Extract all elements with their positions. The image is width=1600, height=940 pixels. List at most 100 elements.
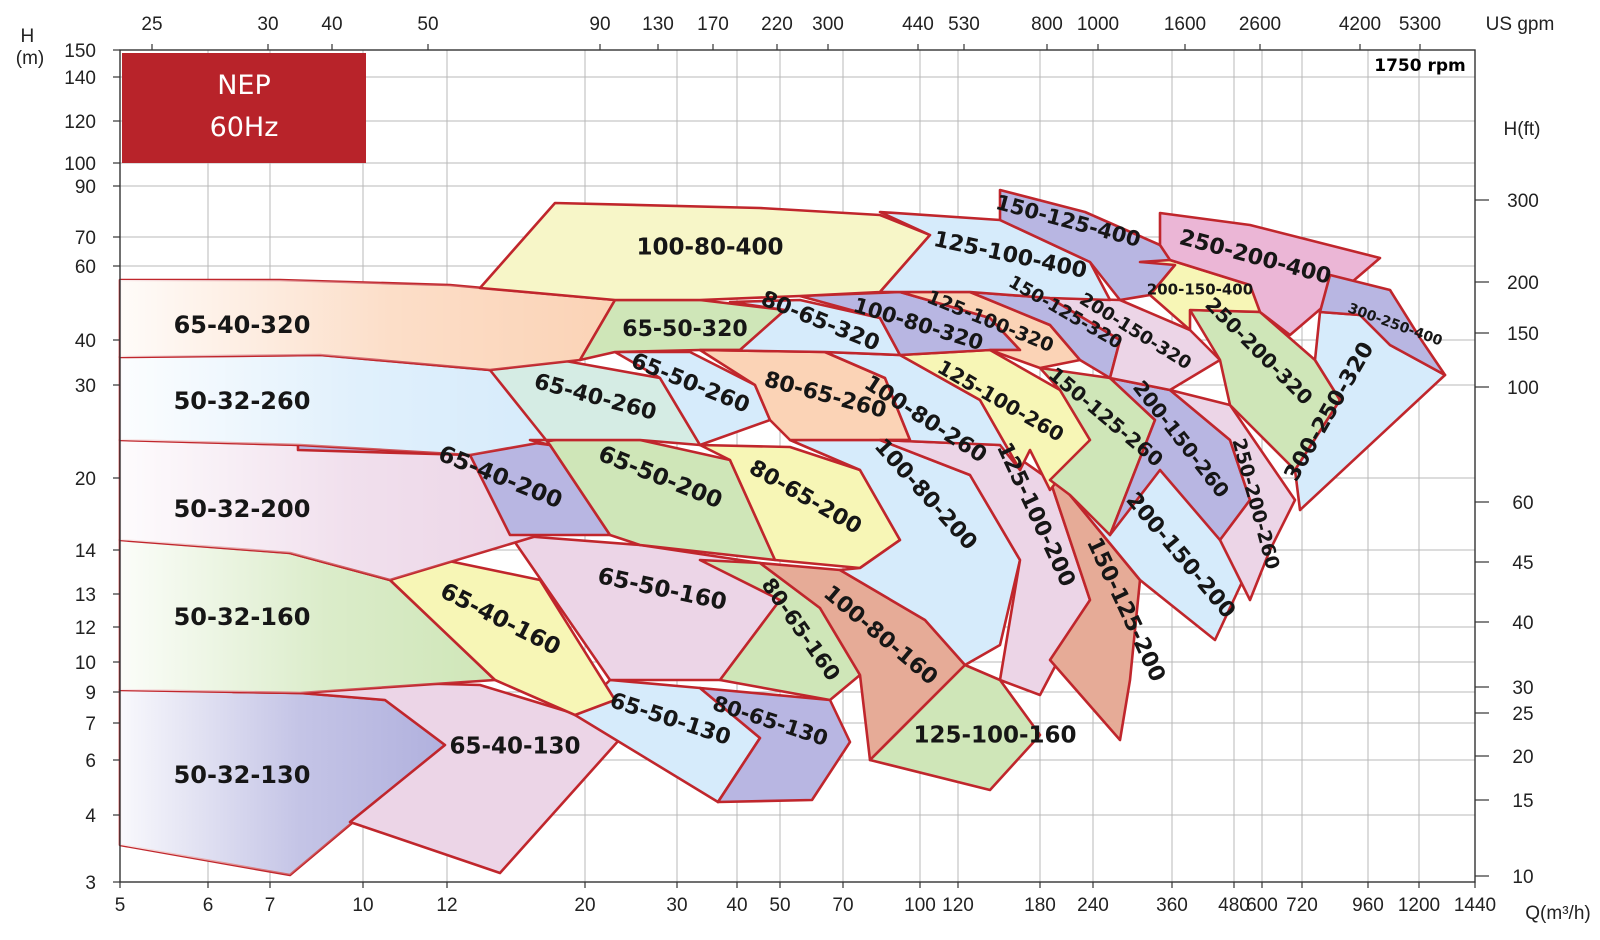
x-tick-label-top: 2600 xyxy=(1239,14,1281,35)
x-tick-label-bottom: 600 xyxy=(1246,895,1278,916)
x-tick-label-top: 4200 xyxy=(1339,14,1381,35)
x-tick-label-top: 300 xyxy=(812,14,844,35)
y-tick-label-left: 7 xyxy=(85,714,96,735)
brand-badge xyxy=(122,53,366,163)
region-label-125-100-160: 125-100-160 xyxy=(913,723,1076,749)
x-tick-label-bottom: 50 xyxy=(769,895,790,916)
region-fade-50-32-200 xyxy=(120,440,540,580)
region-label-65-50-320: 65-50-320 xyxy=(622,317,747,342)
x-tick-label-top: 5300 xyxy=(1399,14,1441,35)
x-tick-label-top: 30 xyxy=(257,14,278,35)
region-250-200-260 xyxy=(1168,388,1297,602)
y-tick-label-left: 6 xyxy=(85,751,96,772)
pump-regions xyxy=(118,188,1447,877)
region-80-65-320 xyxy=(698,298,902,357)
x-tick-label-top: 170 xyxy=(697,14,729,35)
x-tick-label-top: 50 xyxy=(417,14,438,35)
x-tick-label-bottom: 20 xyxy=(574,895,595,916)
y-tick-label-right: 150 xyxy=(1507,324,1539,345)
region-fade-50-32-160 xyxy=(120,540,495,693)
y-tick-label-left: 4 xyxy=(85,806,96,827)
y-tick-label-left: 3 xyxy=(85,873,96,894)
y-tick-label-left: 70 xyxy=(75,228,96,249)
region-label-50-32-200: 50-32-200 xyxy=(174,495,311,523)
x-tick-label-top: 90 xyxy=(589,14,610,35)
x-tick-label-top: 440 xyxy=(902,14,934,35)
x-tick-label-top: 40 xyxy=(321,14,342,35)
y-tick-label-right: 25 xyxy=(1512,704,1533,725)
x-axis-top-title: US gpm xyxy=(1486,14,1555,35)
y-tick-label-left: 13 xyxy=(75,585,96,606)
region-label-65-40-320: 65-40-320 xyxy=(174,311,311,339)
region-300-250-400 xyxy=(1318,273,1447,377)
y-tick-label-right: 45 xyxy=(1512,553,1533,574)
x-tick-label-top: 800 xyxy=(1031,14,1063,35)
y-tick-label-left: 100 xyxy=(64,154,96,175)
y-axis-left-title-line1: H xyxy=(20,26,34,47)
x-tick-label-bottom: 1200 xyxy=(1398,895,1440,916)
y-tick-label-left: 90 xyxy=(75,177,96,198)
y-tick-label-right: 10 xyxy=(1512,867,1533,888)
region-label-65-40-130: 65-40-130 xyxy=(449,734,580,760)
x-tick-label-bottom: 5 xyxy=(115,895,126,916)
x-tick-label-bottom: 40 xyxy=(726,895,747,916)
x-tick-label-bottom: 6 xyxy=(203,895,214,916)
region-label-50-32-130: 50-32-130 xyxy=(174,761,311,789)
x-tick-label-top: 220 xyxy=(761,14,793,35)
plot-frame xyxy=(119,49,1476,883)
y-tick-label-right: 200 xyxy=(1507,273,1539,294)
x-tick-label-bottom: 720 xyxy=(1286,895,1318,916)
y-tick-label-left: 9 xyxy=(85,683,96,704)
x-tick-label-top: 530 xyxy=(948,14,980,35)
region-65-50-200 xyxy=(528,438,777,562)
x-tick-label-bottom: 1440 xyxy=(1454,895,1496,916)
x-tick-label-top: 130 xyxy=(642,14,674,35)
y-tick-label-left: 10 xyxy=(75,653,96,674)
y-tick-label-left: 40 xyxy=(75,331,96,352)
plot-border xyxy=(119,49,1476,883)
x-tick-label-bottom: 240 xyxy=(1077,895,1109,916)
y-axis-right-title: H(ft) xyxy=(1504,119,1541,140)
y-tick-label-right: 20 xyxy=(1512,747,1533,768)
x-axis-bottom-title: Q(m³/h) xyxy=(1525,903,1590,924)
y-tick-label-right: 15 xyxy=(1512,791,1533,812)
region-fade-50-32-130 xyxy=(120,690,445,875)
region-65-40-260 xyxy=(428,358,702,447)
y-tick-label-left: 120 xyxy=(64,112,96,133)
x-tick-label-bottom: 10 xyxy=(352,895,373,916)
y-tick-label-right: 100 xyxy=(1507,378,1539,399)
x-tick-label-bottom: 30 xyxy=(666,895,687,916)
x-tick-label-top: 1600 xyxy=(1164,14,1206,35)
x-tick-label-bottom: 120 xyxy=(942,895,974,916)
y-tick-label-right: 40 xyxy=(1512,613,1533,634)
x-tick-label-top: 25 xyxy=(141,14,162,35)
speed-label: 1750 rpm xyxy=(1374,56,1466,76)
x-tick-label-top: 1000 xyxy=(1077,14,1119,35)
region-200-150-320 xyxy=(1048,296,1222,392)
y-axis-left-title: H (m) xyxy=(16,26,44,69)
y-tick-label-left: 140 xyxy=(64,68,96,89)
region-label-50-32-160: 50-32-160 xyxy=(174,603,311,631)
region-125-100-260 xyxy=(898,348,1092,492)
y-tick-label-right: 300 xyxy=(1507,191,1539,212)
y-tick-label-left: 12 xyxy=(75,618,96,639)
x-tick-label-bottom: 480 xyxy=(1218,895,1250,916)
y-tick-label-left: 150 xyxy=(64,41,96,62)
x-tick-label-bottom: 7 xyxy=(265,895,276,916)
region-label-200-150-400: 200-150-400 xyxy=(1147,281,1253,299)
x-tick-label-bottom: 360 xyxy=(1156,895,1188,916)
y-tick-label-left: 30 xyxy=(75,376,96,397)
brand-badge-frequency: 60Hz xyxy=(210,112,279,143)
region-100-80-400 xyxy=(478,201,932,302)
region-fade-50-32-260 xyxy=(120,355,555,455)
y-tick-label-left: 20 xyxy=(75,469,96,490)
x-tick-label-bottom: 100 xyxy=(904,895,936,916)
x-tick-label-bottom: 12 xyxy=(436,895,457,916)
x-tick-label-bottom: 70 xyxy=(832,895,853,916)
brand-badge-name: NEP xyxy=(217,70,271,101)
region-125-100-160 xyxy=(868,663,1042,792)
y-tick-label-left: 60 xyxy=(75,257,96,278)
x-tick-label-bottom: 960 xyxy=(1352,895,1384,916)
region-label-50-32-260: 50-32-260 xyxy=(174,387,311,415)
